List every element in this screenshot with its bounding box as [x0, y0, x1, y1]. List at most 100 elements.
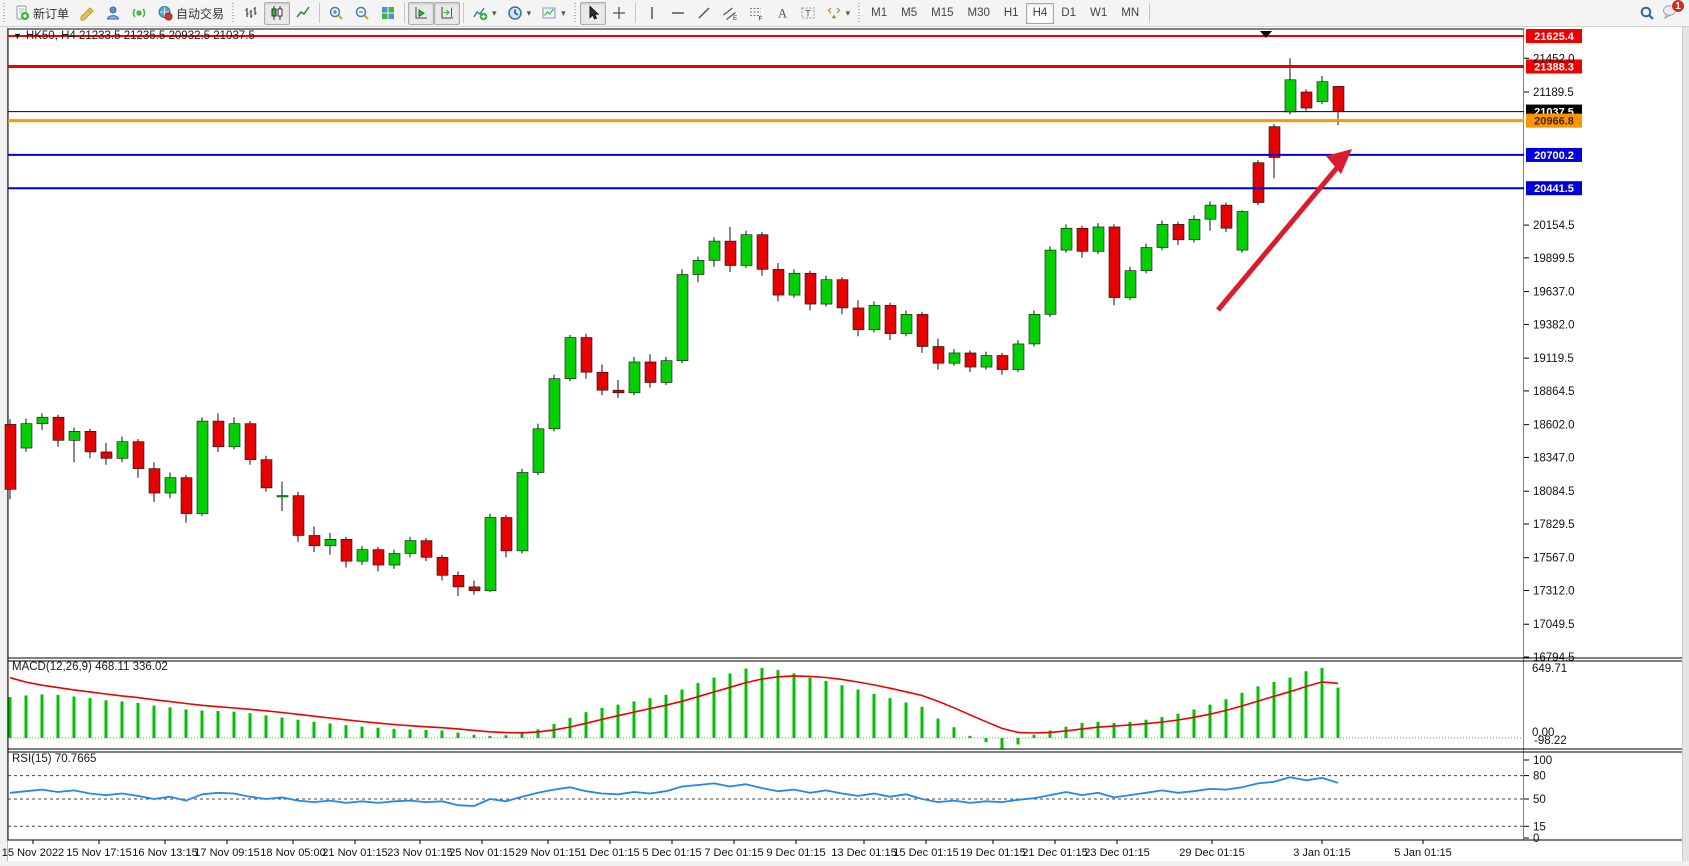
candle-body [228, 423, 241, 448]
price-tick-label: 21452.0 [1533, 53, 1575, 65]
chevron-down-icon[interactable]: ▾ [492, 7, 497, 18]
crosshair-button[interactable] [606, 2, 632, 25]
macd-histogram-bar [408, 729, 412, 738]
candle-body [1204, 204, 1217, 220]
vline-icon [650, 7, 653, 19]
candle-body [1012, 343, 1025, 370]
timeframe-m15[interactable]: M15 [931, 7, 954, 19]
bar-chart-button[interactable] [238, 2, 264, 25]
timeframe-h4[interactable]: H4 [1025, 2, 1055, 24]
price-badge-label: 20700.2 [1534, 150, 1574, 162]
timeframe-mn[interactable]: MN [1121, 7, 1140, 19]
timeframe-d1[interactable]: D1 [1061, 7, 1076, 19]
auto-trading-icon [158, 6, 173, 21]
text-label-button[interactable]: T [795, 2, 821, 25]
toolbar-grip[interactable] [231, 3, 237, 23]
macd-histogram-bar [184, 709, 188, 738]
chevron-down-icon[interactable]: ▾ [526, 7, 532, 18]
vertical-line-button[interactable] [639, 2, 665, 25]
chevron-down-icon[interactable]: ▾ [845, 7, 851, 18]
toolbar-grip[interactable] [857, 3, 863, 23]
tile-windows-button[interactable] [375, 2, 401, 25]
macd-histogram-bar [696, 683, 700, 738]
macd-histogram-bar [440, 730, 444, 738]
timeframe-m30[interactable]: M30 [967, 7, 990, 19]
timeframe-h1[interactable]: H1 [1003, 7, 1019, 19]
price-axis-bg[interactable] [1524, 29, 1682, 861]
signals-button[interactable] [126, 2, 152, 25]
macd-histogram-bar [360, 726, 364, 738]
candle-body [4, 424, 17, 490]
candle-body [100, 451, 113, 459]
search-icon[interactable] [1639, 5, 1656, 22]
trendline-button[interactable] [691, 2, 717, 25]
macd-histogram-bar [712, 677, 716, 738]
text-button[interactable]: A [769, 2, 795, 25]
auto-trading-label: 自动交易 [176, 6, 225, 21]
channel-icon: E [722, 7, 738, 21]
zoom-out-button[interactable] [349, 2, 375, 25]
templates-button[interactable]: ▾ [536, 2, 571, 25]
candle-body [1156, 224, 1169, 248]
notifications-button[interactable]: 1 [1662, 0, 1685, 23]
fibonacci-button[interactable]: F [743, 2, 769, 25]
templates-icon [542, 7, 556, 19]
new-order-icon [16, 5, 29, 20]
candle-body [1236, 211, 1249, 251]
time-tick-label: 3 Jan 01:15 [1293, 847, 1351, 859]
rsi-tick-label: 100 [1533, 755, 1552, 767]
auto-trading-button[interactable]: 自动交易 [152, 2, 229, 25]
time-tick-label: 15 Dec 01:15 [893, 847, 958, 859]
macd-histogram-bar [1320, 668, 1324, 738]
new-order-button[interactable]: 新订单 [9, 2, 74, 25]
crosshair-icon [612, 7, 625, 19]
trend-arrow[interactable] [1216, 161, 1343, 312]
arrows-button[interactable]: ▾ [821, 2, 856, 25]
candle-body [36, 416, 49, 424]
toolbar-separator [1149, 3, 1151, 23]
zoom-in-button[interactable] [323, 2, 349, 25]
macd-histogram-bar [1288, 677, 1292, 738]
highlighter-button[interactable] [74, 2, 100, 25]
periods-button[interactable]: ▾ [502, 2, 537, 25]
candle-body [852, 307, 865, 331]
profiles-button[interactable] [100, 2, 126, 25]
zoom-out-icon [355, 6, 369, 20]
auto-scroll-button[interactable] [408, 1, 435, 25]
price-badge [1526, 147, 1582, 162]
macd-histogram-bar [1112, 722, 1116, 738]
macd-histogram-bar [552, 723, 556, 738]
price-tick-label: 17829.5 [1533, 519, 1575, 531]
indicators-button[interactable]: ▾ [467, 2, 502, 25]
price-tick-label: 19637.0 [1533, 287, 1575, 299]
candle-body [1188, 218, 1201, 241]
time-tick-label: 13 Dec 01:15 [831, 847, 896, 859]
macd-histogram-bar [888, 698, 892, 738]
line-chart-button[interactable] [290, 2, 316, 25]
chart-shift-button[interactable] [434, 1, 461, 25]
price-badge-label: 20966.8 [1534, 116, 1574, 128]
hline-icon [671, 12, 684, 14]
price-tick-label: 19119.5 [1533, 353, 1574, 365]
macd-histogram-bar [216, 711, 220, 738]
right-scrollbar[interactable] [1682, 27, 1689, 866]
timeframe-m5[interactable]: M5 [901, 7, 918, 19]
chevron-down-icon[interactable]: ▾ [561, 7, 566, 18]
price-badge [1526, 59, 1582, 74]
candle-body [1252, 162, 1265, 203]
trend-arrow-head[interactable] [1326, 149, 1352, 174]
time-tick-label: 17 Nov 09:15 [194, 847, 259, 859]
cursor-button[interactable] [579, 1, 606, 25]
svg-text:T: T [805, 9, 811, 19]
candle-chart-button[interactable] [264, 1, 291, 25]
equidistant-channel-button[interactable]: E [717, 2, 743, 25]
chart-title[interactable]: ▼ HK50, H4 21233.5 21235.5 20932.5 21037.… [13, 30, 255, 42]
toolbar-grip[interactable] [2, 3, 7, 23]
symbol-dropdown-icon[interactable]: ▼ [13, 31, 22, 41]
candle-body [452, 575, 465, 588]
toolbar-grip[interactable] [572, 3, 578, 23]
timeframe-m1[interactable]: M1 [871, 7, 888, 19]
horizontal-line-button[interactable] [665, 2, 691, 25]
timeframe-w1[interactable]: W1 [1089, 7, 1108, 19]
